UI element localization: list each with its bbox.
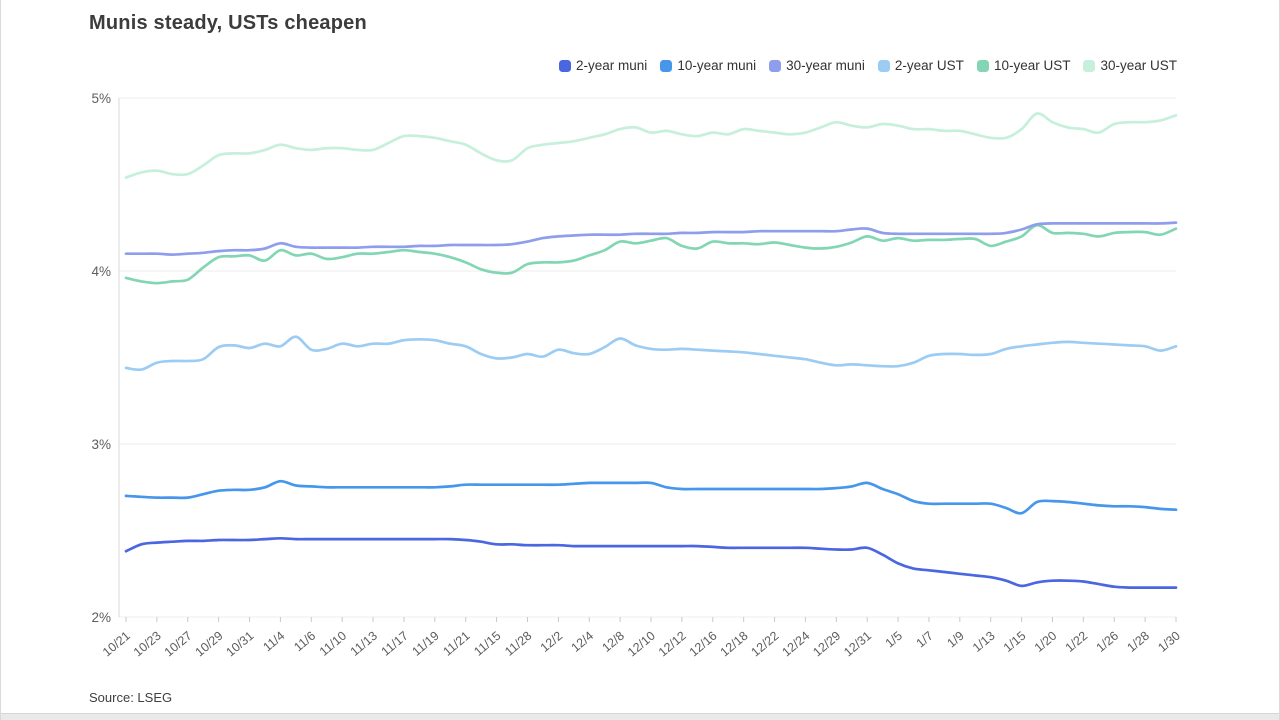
x-axis-label-11-19: 11/19 — [409, 629, 441, 659]
x-axis-label-1-5: 1/5 — [883, 629, 905, 651]
legend-item-2-year-muni[interactable]: 2-year muni — [559, 58, 647, 73]
x-axis-label-11-17: 11/17 — [379, 629, 411, 659]
x-axis-label-12-29: 12/29 — [810, 629, 843, 660]
x-axis-label-11-13: 11/13 — [348, 629, 380, 659]
y-axis-label-5%: 5% — [91, 91, 111, 106]
legend-item-30-year-muni[interactable]: 30-year muni — [769, 58, 865, 73]
legend-label-30-year-muni: 30-year muni — [786, 58, 865, 73]
x-axis-label-10-27: 10/27 — [162, 629, 195, 660]
legend-label-2-year-ust: 2-year UST — [894, 58, 964, 73]
x-axis-label-12-18: 12/18 — [718, 629, 751, 660]
y-axis-label-2%: 2% — [91, 610, 111, 625]
x-axis-label-10-29: 10/29 — [193, 629, 226, 660]
legend-label-10-year-muni: 10-year muni — [677, 58, 757, 73]
x-axis-label-12-22: 12/22 — [748, 629, 781, 660]
y-axis-label-3%: 3% — [91, 437, 111, 452]
legend-swatch-10-year-ust — [976, 59, 989, 72]
x-axis-label-1-30: 1/30 — [1155, 629, 1183, 655]
x-axis-label-12-16: 12/16 — [687, 629, 720, 660]
x-axis-label-1-7: 1/7 — [914, 629, 936, 651]
x-axis-label-12-24: 12/24 — [779, 629, 812, 660]
bottom-strip — [1, 713, 1279, 720]
x-axis-label-10-21: 10/21 — [100, 629, 133, 660]
x-axis-label-11-6: 11/6 — [291, 629, 318, 655]
legend-swatch-30-year-ust — [1083, 59, 1096, 72]
x-axis-label-1-22: 1/22 — [1063, 629, 1091, 655]
x-axis-label-12-2: 12/2 — [538, 629, 566, 655]
legend-item-2-year-ust[interactable]: 2-year UST — [877, 58, 964, 73]
legend-label-2-year-muni: 2-year muni — [576, 58, 648, 73]
x-axis-label-11-10: 11/10 — [317, 629, 349, 659]
series-line-30-year-muni — [124, 221, 1178, 256]
series-line-2-year-muni — [124, 536, 1178, 589]
series-line-10-year-muni — [124, 479, 1178, 515]
x-axis-label-11-28: 11/28 — [502, 629, 534, 659]
x-axis-label-1-20: 1/20 — [1032, 629, 1060, 655]
x-axis-label-12-12: 12/12 — [656, 629, 689, 660]
x-axis-label-11-21: 11/21 — [440, 629, 472, 659]
chart-title: Munis steady, USTs cheapen — [89, 12, 367, 34]
y-axis-label-4%: 4% — [91, 264, 111, 279]
series-line-2-year-ust — [124, 335, 1178, 372]
legend: 2-year muni 10-year muni 30-year muni 2-yea… — [559, 58, 1177, 73]
legend-item-30-year-ust[interactable]: 30-year UST — [1083, 58, 1177, 73]
x-axis-label-11-15: 11/15 — [471, 629, 503, 659]
series-line-30-year-ust — [124, 112, 1178, 179]
x-axis-label-1-15: 1/15 — [1001, 629, 1029, 655]
x-axis-label-10-23: 10/23 — [131, 629, 164, 660]
x-axis-label-12-31: 12/31 — [841, 629, 874, 660]
legend-item-10-year-muni[interactable]: 10-year muni — [660, 58, 756, 73]
x-axis-label-1-9: 1/9 — [944, 629, 966, 651]
legend-swatch-2-year-muni — [559, 59, 572, 72]
legend-label-30-year-ust: 30-year UST — [1100, 58, 1177, 73]
x-axis-label-12-8: 12/8 — [599, 629, 627, 655]
legend-item-10-year-ust[interactable]: 10-year UST — [976, 58, 1071, 73]
legend-swatch-30-year-muni — [769, 59, 782, 72]
source-note: Source: LSEG — [89, 690, 173, 705]
x-axis-label-1-28: 1/28 — [1124, 629, 1152, 655]
x-axis-label-1-26: 1/26 — [1094, 629, 1122, 655]
legend-swatch-2-year-ust — [877, 59, 890, 72]
x-axis-label-10-31: 10/31 — [223, 629, 256, 660]
legend-label-10-year-ust: 10-year UST — [993, 58, 1071, 73]
legend-swatch-10-year-muni — [660, 59, 673, 72]
x-axis-label-12-10: 12/10 — [625, 629, 658, 660]
x-axis-label-12-4: 12/4 — [569, 629, 597, 655]
series-line-10-year-ust — [124, 223, 1178, 285]
x-axis-label-11-4: 11/4 — [260, 629, 287, 655]
x-axis-label-1-13: 1/13 — [970, 629, 998, 655]
